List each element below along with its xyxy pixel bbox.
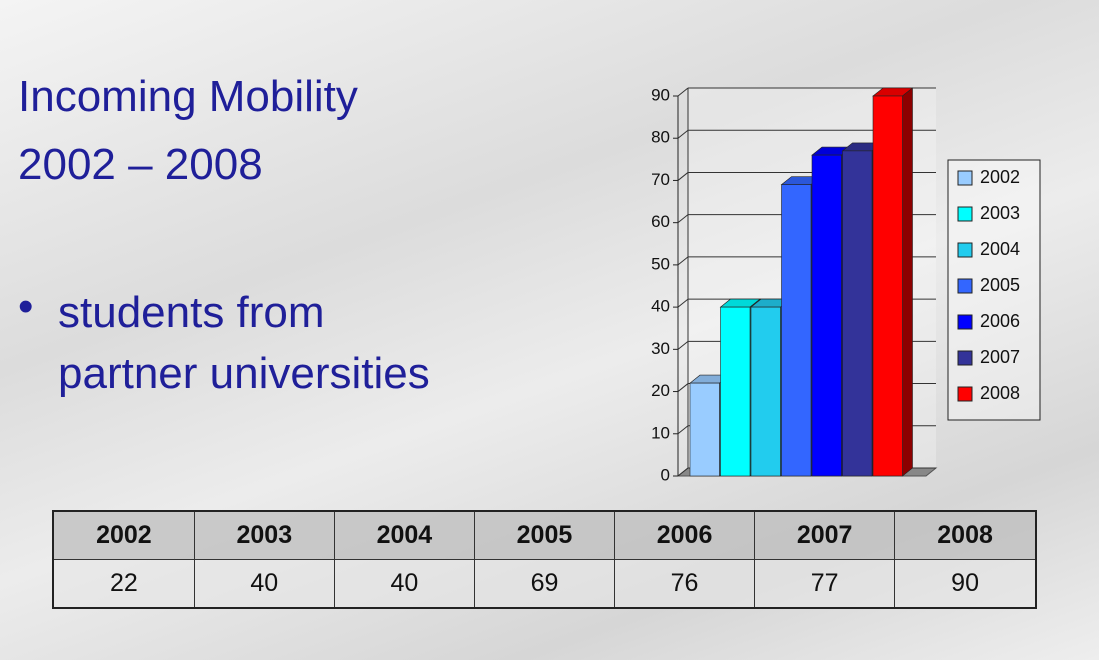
table-cell: 76 [615, 560, 755, 609]
header-cell: 2008 [895, 511, 1036, 560]
slide-content: Incoming Mobility 2002 – 2008 • students… [0, 0, 1099, 660]
legend-label: 2005 [980, 275, 1020, 295]
y-tick-label: 90 [651, 85, 670, 104]
grid-line-depth [678, 215, 688, 223]
y-tick-label: 40 [651, 297, 670, 316]
grid-line-depth [678, 130, 688, 138]
bar-side [903, 88, 913, 476]
legend-swatch [958, 279, 972, 293]
y-tick-label: 60 [651, 212, 670, 231]
bar [782, 185, 812, 476]
legend-label: 2002 [980, 167, 1020, 187]
y-tick-label: 10 [651, 423, 670, 442]
legend-swatch [958, 171, 972, 185]
bar [751, 307, 781, 476]
table-cell: 90 [895, 560, 1036, 609]
bar [721, 307, 751, 476]
header-cell: 2006 [615, 511, 755, 560]
y-tick-label: 80 [651, 128, 670, 147]
legend-label: 2004 [980, 239, 1020, 259]
bar [812, 155, 842, 476]
legend-swatch [958, 315, 972, 329]
legend-swatch [958, 351, 972, 365]
header-cell: 2002 [53, 511, 194, 560]
bar [843, 151, 873, 476]
grid-line-depth [678, 341, 688, 349]
legend-label: 2003 [980, 203, 1020, 223]
grid-line-depth [678, 426, 688, 434]
header-cell: 2003 [194, 511, 334, 560]
header-cell: 2004 [334, 511, 474, 560]
grid-line-depth [678, 172, 688, 180]
legend-swatch [958, 207, 972, 221]
bar [690, 383, 720, 476]
table-cell: 69 [474, 560, 614, 609]
table-cell: 22 [53, 560, 194, 609]
grid-line-depth [678, 299, 688, 307]
y-tick-label: 20 [651, 381, 670, 400]
legend-label: 2006 [980, 311, 1020, 331]
chart: 0 10 20 30 40 50 60 70 80 90 2002 2003 2004 2005 2006 2… [0, 0, 1099, 500]
slide: Incoming Mobility 2002 – 2008 • students… [0, 0, 1099, 660]
header-cell: 2007 [755, 511, 895, 560]
legend-swatch [958, 387, 972, 401]
y-tick-label: 0 [661, 465, 670, 484]
table-cell: 40 [194, 560, 334, 609]
legend-swatch [958, 243, 972, 257]
legend-label: 2007 [980, 347, 1020, 367]
table-cell: 77 [755, 560, 895, 609]
y-tick-label: 50 [651, 254, 670, 273]
grid-line-depth [678, 384, 688, 392]
grid-line-depth [678, 257, 688, 265]
legend-label: 2008 [980, 383, 1020, 403]
header-cell: 2005 [474, 511, 614, 560]
y-tick-label: 30 [651, 339, 670, 358]
y-tick-label: 70 [651, 170, 670, 189]
table-cell: 40 [334, 560, 474, 609]
bar [873, 96, 903, 476]
grid-line-depth [678, 88, 688, 96]
